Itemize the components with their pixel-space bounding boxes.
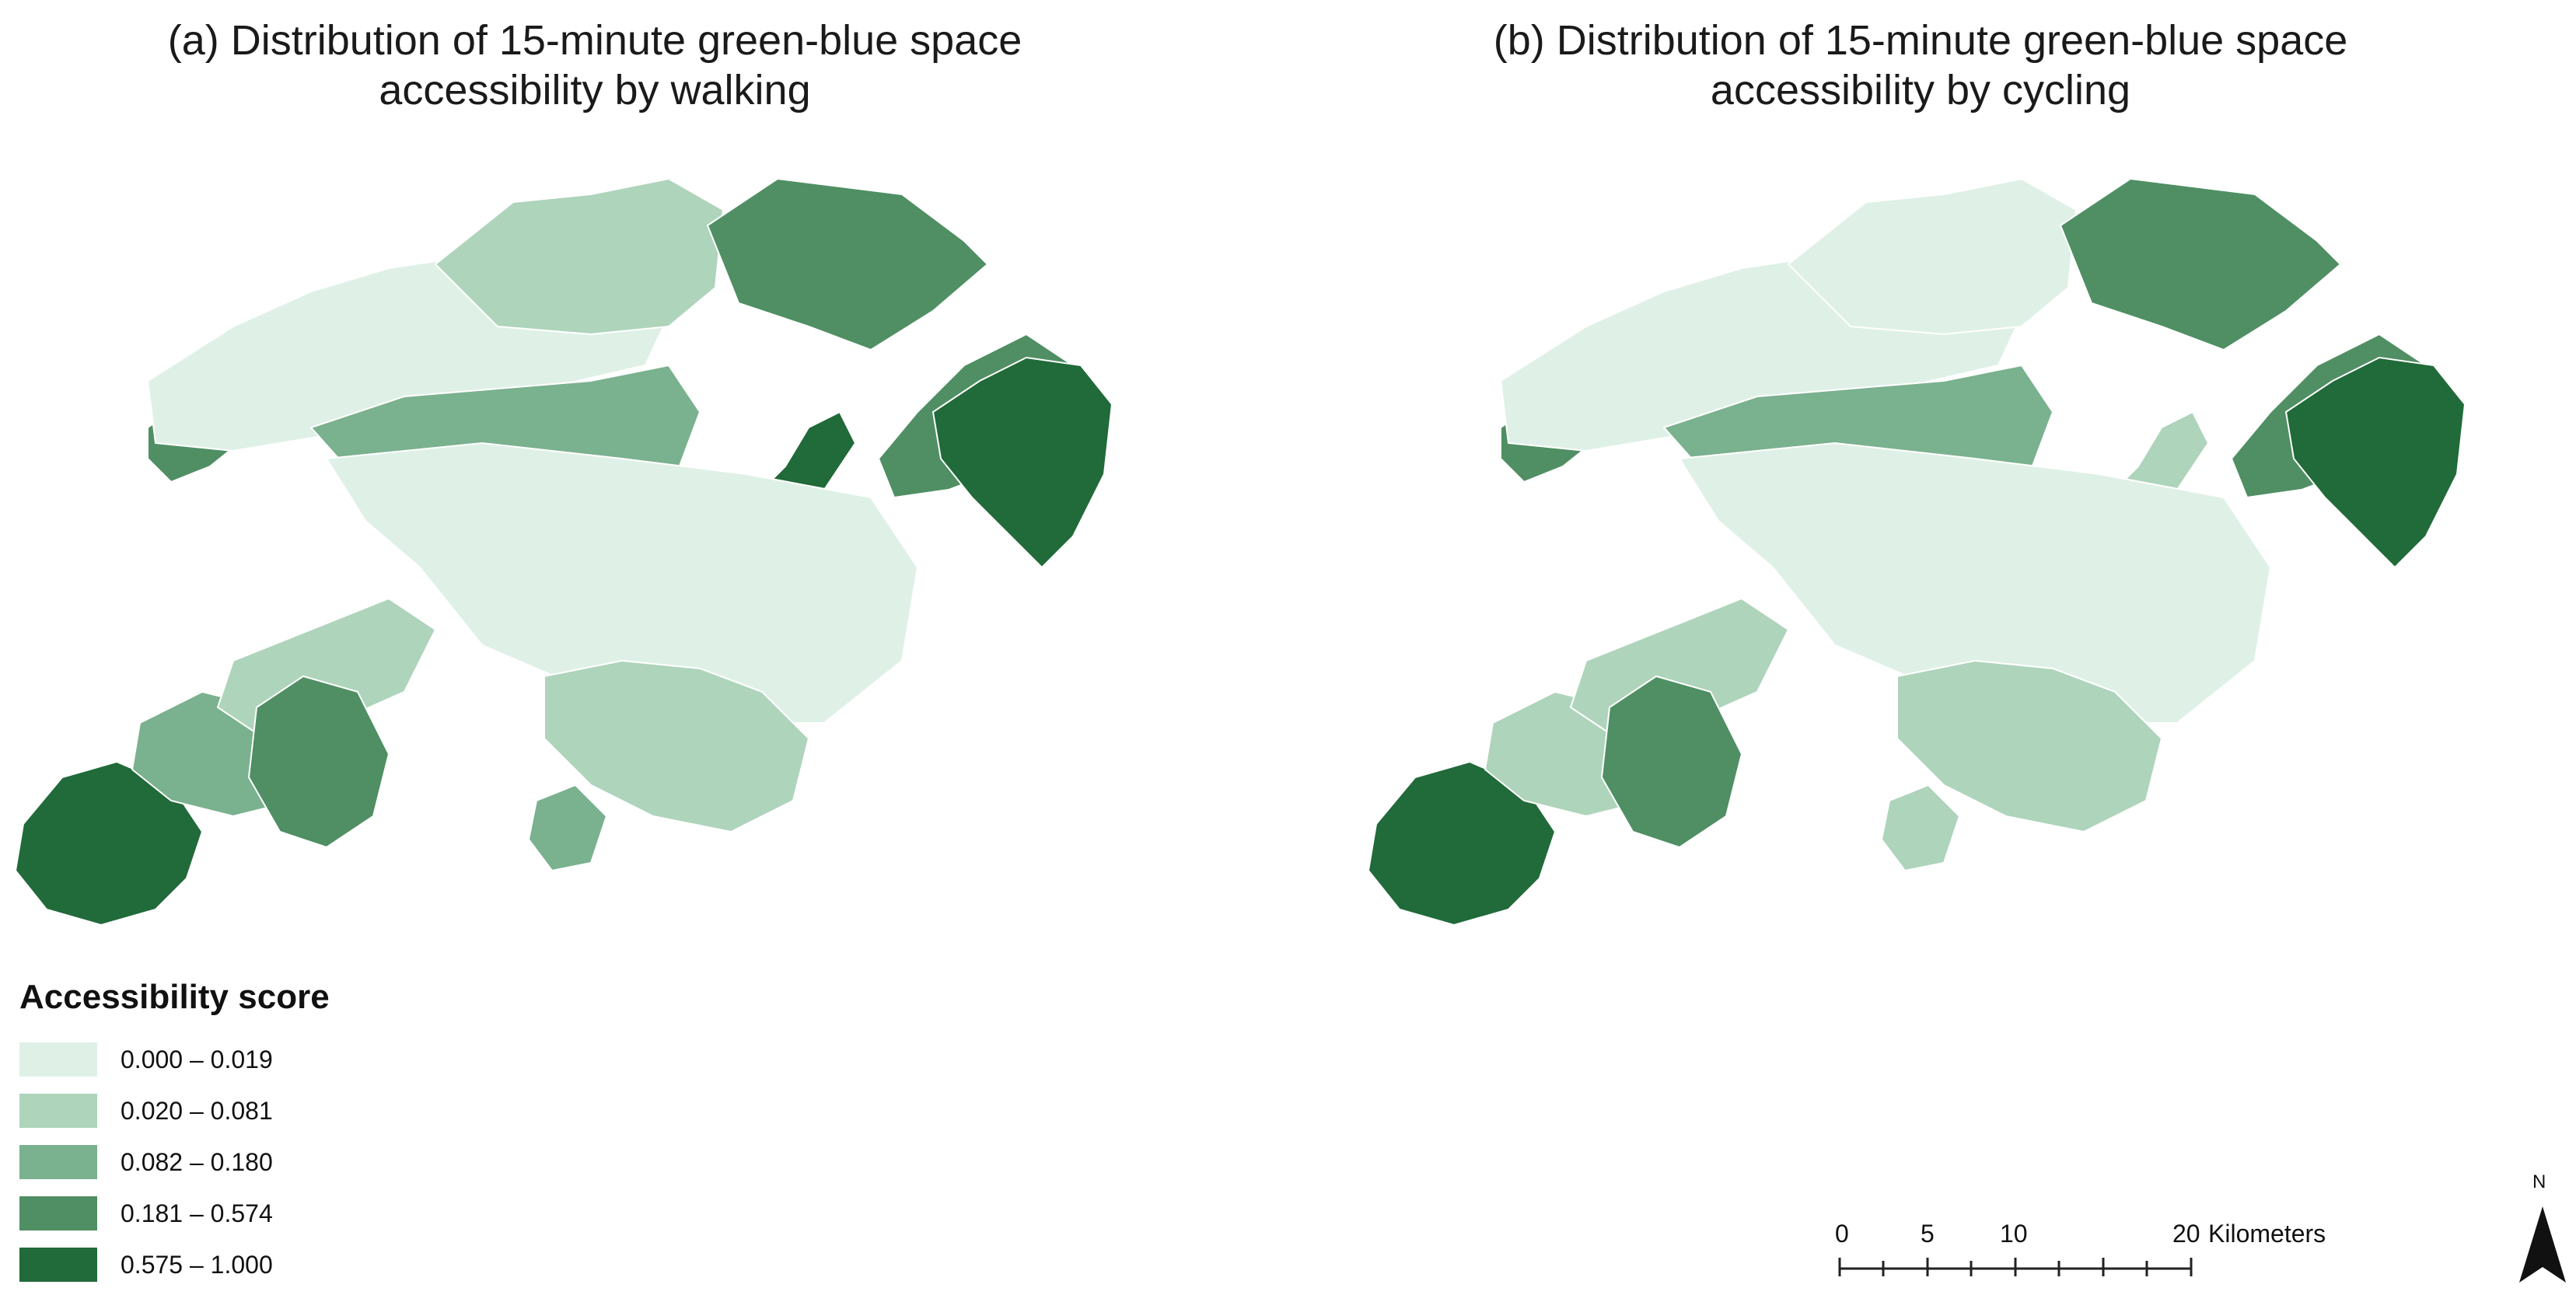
legend-item: 0.000 – 0.019 xyxy=(19,1034,330,1085)
district-west-lantau xyxy=(14,760,204,927)
district-lamma xyxy=(527,784,608,872)
scale-label-0: 0 xyxy=(1835,1220,1849,1248)
legend-item: 0.575 – 1.000 xyxy=(19,1239,330,1290)
district-hk-island xyxy=(544,659,810,833)
legend-swatch xyxy=(19,1145,97,1179)
legend-item: 0.082 – 0.180 xyxy=(19,1136,330,1188)
legend-swatch xyxy=(19,1094,97,1128)
district-lamma xyxy=(1880,784,1961,872)
north-arrow-icon xyxy=(2519,1206,2566,1283)
district-hk-island xyxy=(1896,659,2163,833)
legend-label: 0.082 – 0.180 xyxy=(121,1147,273,1176)
legend-item: 0.020 – 0.081 xyxy=(19,1085,330,1136)
district-urban-kowloon xyxy=(325,442,919,724)
legend-label: 0.020 – 0.081 xyxy=(121,1096,273,1125)
north-arrow: N xyxy=(2519,1171,2566,1283)
panel-b-title: (b) Distribution of 15-minute green-blue… xyxy=(1493,17,2348,113)
district-urban-kowloon xyxy=(1678,442,2272,724)
legend-label: 0.575 – 1.000 xyxy=(121,1250,273,1279)
scale-unit: Kilometers xyxy=(2208,1220,2326,1248)
legend-title: Accessibility score xyxy=(19,978,330,1016)
legend-swatch xyxy=(19,1248,97,1282)
north-label: N xyxy=(2532,1171,2546,1192)
legend-swatch xyxy=(19,1196,97,1230)
scale-ruler xyxy=(1838,1258,2193,1276)
cycling-accessibility-map xyxy=(1367,177,2466,927)
district-sai-kung-east xyxy=(2284,356,2466,569)
scale-label-10: 10 xyxy=(2000,1220,2028,1248)
district-lantau-east xyxy=(247,675,390,849)
scale-label-5: 5 xyxy=(1921,1220,1935,1248)
panel-a-title: (a) Distribution of 15-minute green-blue… xyxy=(167,17,1022,113)
district-west-lantau xyxy=(1367,760,1557,927)
legend-label: 0.181 – 0.574 xyxy=(121,1199,273,1227)
district-lantau-east xyxy=(1600,675,1743,849)
scale-bar: 0 5 10 20 Kilometers xyxy=(1835,1220,2326,1276)
map-legend: Accessibility score 0.000 – 0.019 0.020 … xyxy=(19,978,330,1290)
walking-accessibility-map xyxy=(14,177,1113,927)
district-sai-kung-east xyxy=(931,356,1113,569)
legend-label: 0.000 – 0.019 xyxy=(121,1045,273,1073)
scale-label-20: 20 xyxy=(2172,1220,2200,1248)
district-plover-cove xyxy=(706,177,989,351)
legend-swatch xyxy=(19,1042,97,1077)
legend-item: 0.181 – 0.574 xyxy=(19,1188,330,1239)
district-plover-cove xyxy=(2059,177,2342,351)
